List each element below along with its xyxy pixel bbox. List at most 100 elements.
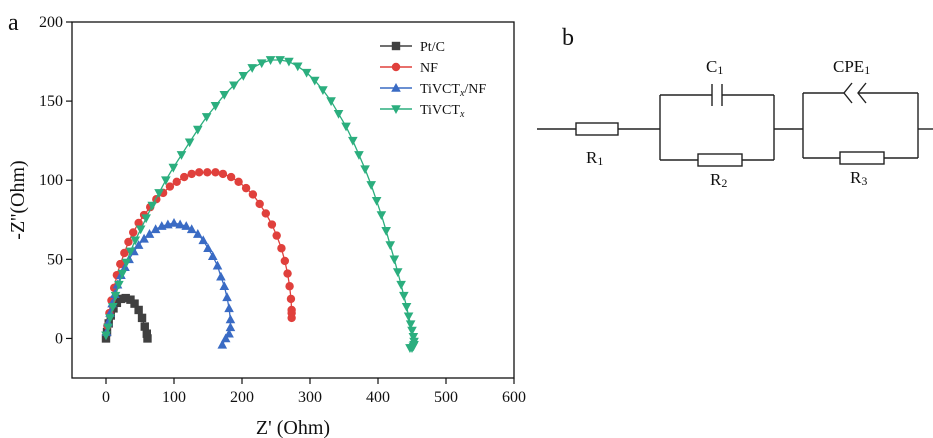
y-tick-label: 0	[55, 330, 63, 347]
y-axis-ticks: 0 50 100 150 200	[39, 14, 72, 347]
data-point-pt-c	[143, 334, 152, 343]
data-point-tivctx	[130, 236, 141, 246]
data-point-nf	[287, 308, 296, 318]
data-point-nf	[285, 282, 294, 291]
data-point-tivctx	[101, 331, 111, 341]
series-line-tivctx	[105, 59, 415, 349]
data-point-tivctx-nf	[169, 217, 179, 227]
data-point-pt-c	[137, 313, 147, 323]
data-point-tivctx	[326, 97, 336, 107]
data-point-nf	[241, 183, 251, 193]
data-point-tivctx	[284, 57, 294, 67]
data-point-nf	[180, 172, 189, 182]
data-point-pt-c	[140, 322, 149, 331]
x-tick-label: 0	[102, 389, 110, 406]
legend-marker-nf	[391, 62, 401, 72]
chart-legend: Pt/C NF TiVCTx/NF TiVCTx	[380, 40, 486, 120]
data-point-tivctx	[407, 326, 417, 336]
data-point-tivctx	[265, 56, 276, 65]
data-point-tivctx	[292, 62, 303, 72]
y-tick-label: 100	[39, 172, 63, 189]
data-point-tivctx	[371, 196, 382, 206]
data-point-tivctx	[341, 122, 351, 132]
x-axis-label: Z' (Ohm)	[256, 417, 330, 438]
data-point-tivctx	[238, 71, 249, 81]
data-point-tivctx-nf	[186, 224, 197, 234]
data-point-tivctx	[256, 59, 267, 69]
data-point-nf	[120, 248, 129, 258]
data-point-tivctx	[385, 241, 396, 251]
legend-marker-tivctx	[391, 105, 401, 114]
data-point-nf	[165, 182, 175, 191]
data-point-tivctx	[348, 136, 358, 146]
data-point-tivctx	[229, 81, 239, 91]
data-point-tivctx	[125, 247, 136, 257]
data-point-nf	[272, 231, 281, 240]
data-point-tivctx-nf	[193, 229, 203, 238]
data-point-tivctx	[366, 181, 376, 190]
data-point-tivctx	[141, 214, 151, 224]
label-r2: R2	[710, 170, 727, 190]
data-point-tivctx	[193, 125, 203, 135]
data-point-tivctx-nf	[175, 219, 185, 229]
data-point-tivctx-nf	[217, 339, 228, 349]
x-tick-label: 200	[230, 389, 254, 406]
data-point-nf	[172, 177, 181, 187]
legend-marker-pt-c	[391, 41, 401, 51]
series-tivctx	[101, 56, 419, 353]
data-point-nf	[134, 218, 143, 228]
legend-label-nf: NF	[420, 61, 438, 76]
data-point-tivctx-nf	[219, 281, 230, 291]
data-point-tivctx-nf	[144, 229, 155, 238]
label-r3: R3	[850, 168, 867, 188]
x-tick-label: 500	[434, 389, 458, 406]
data-point-tivctx	[405, 320, 416, 330]
data-point-tivctx	[105, 314, 115, 323]
data-point-tivctx-nf	[139, 233, 149, 243]
data-point-tivctx	[301, 68, 312, 78]
data-point-tivctx-nf	[225, 314, 236, 324]
data-point-tivctx-nf	[220, 333, 231, 343]
data-point-tivctx	[201, 113, 212, 122]
label-r1: R1	[586, 148, 603, 168]
series-layer	[101, 56, 419, 353]
data-point-nf	[226, 172, 236, 182]
data-point-tivctx	[354, 151, 364, 160]
data-point-tivctx	[376, 211, 387, 221]
data-point-tivctx	[405, 344, 415, 353]
plot-frame	[71, 21, 515, 379]
data-point-tivctx	[168, 163, 179, 173]
x-tick-label: 300	[298, 389, 322, 406]
data-point-nf	[116, 259, 125, 269]
legend-label-tivctx: TiVCTx	[420, 103, 465, 120]
data-point-nf	[234, 177, 243, 187]
data-point-nf	[261, 209, 270, 218]
cpe1-element-left	[843, 82, 853, 104]
x-axis-ticks: 0 100 200 300 400 500 600	[102, 378, 526, 406]
data-point-nf	[280, 256, 290, 266]
data-point-tivctx	[401, 303, 412, 312]
resistor-r1	[575, 122, 619, 136]
panel-a-label: a	[8, 10, 19, 36]
legend-marker-tivctx-nf	[391, 83, 401, 92]
data-point-tivctx	[176, 151, 187, 160]
data-point-tivctx	[275, 56, 285, 65]
data-point-tivctx	[184, 138, 195, 148]
data-point-nf	[286, 294, 296, 304]
data-point-pt-c	[134, 305, 143, 315]
data-point-tivctx	[403, 312, 414, 322]
data-point-tivctx-nf	[207, 251, 218, 260]
data-point-tivctx	[114, 280, 124, 290]
data-point-tivctx	[309, 76, 320, 86]
data-point-nf	[283, 269, 292, 278]
data-point-nf	[211, 168, 220, 177]
data-point-tivctx	[154, 189, 164, 198]
data-point-pt-c	[142, 329, 151, 338]
data-point-nf	[129, 228, 138, 237]
data-point-nf	[218, 169, 228, 179]
data-point-tivctx	[408, 333, 419, 342]
data-point-tivctx-nf	[225, 322, 236, 332]
data-point-pt-c	[130, 299, 139, 308]
data-point-tivctx	[381, 227, 391, 236]
